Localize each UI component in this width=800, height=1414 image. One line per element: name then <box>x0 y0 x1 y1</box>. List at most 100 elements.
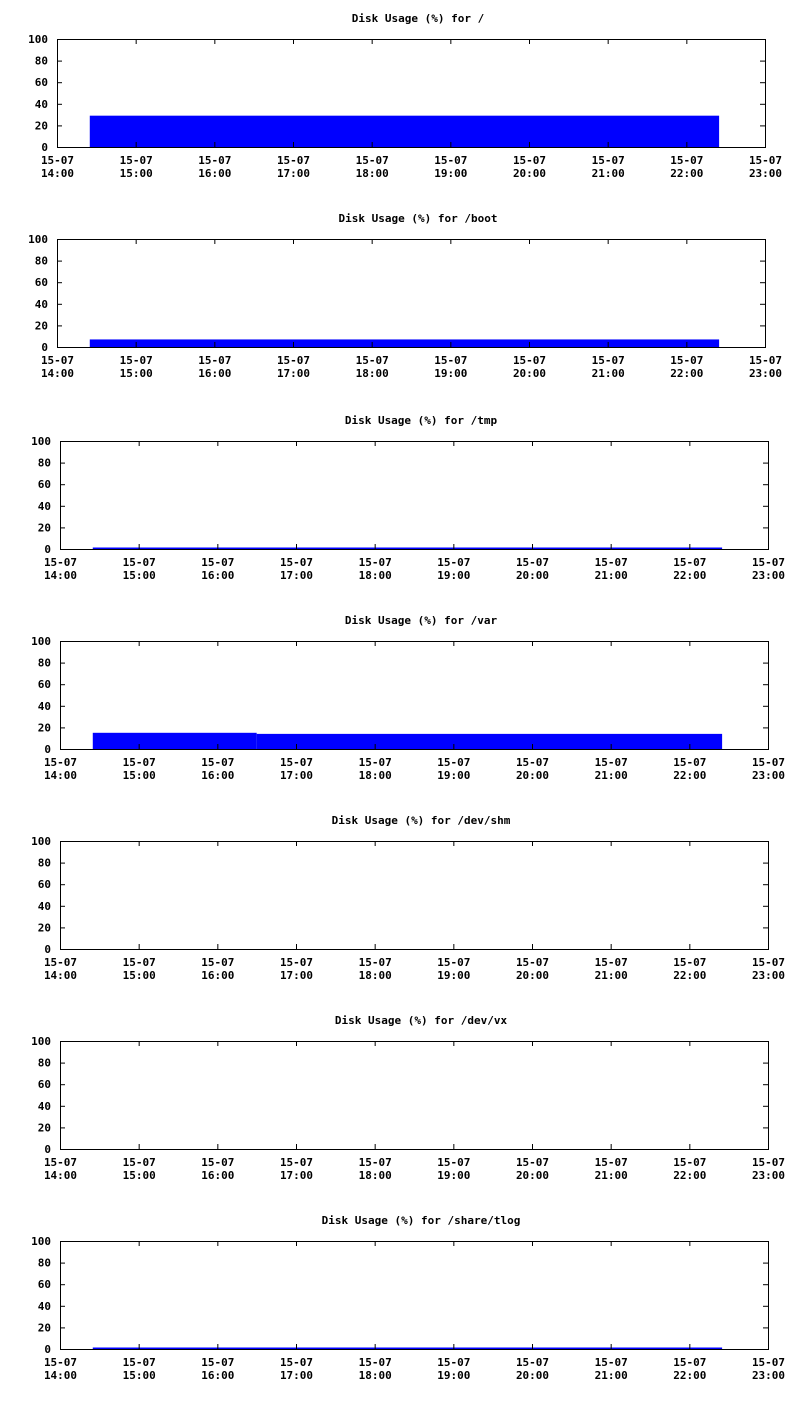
x-tick-label-time: 20:00 <box>516 1169 549 1182</box>
x-tick-label-date: 15-07 <box>120 354 153 367</box>
x-tick-label-date: 15-07 <box>277 354 310 367</box>
y-tick-label: 40 <box>38 1300 51 1313</box>
x-tick-label-date: 15-07 <box>437 756 470 769</box>
x-tick-label-date: 15-07 <box>752 556 785 569</box>
x-tick-label-date: 15-07 <box>359 1356 392 1369</box>
y-tick-label: 100 <box>28 33 48 46</box>
x-tick-label-date: 15-07 <box>44 756 77 769</box>
x-tick-label-time: 19:00 <box>437 769 470 782</box>
x-tick-label-time: 15:00 <box>123 569 156 582</box>
x-tick-label-date: 15-07 <box>201 556 234 569</box>
x-tick-label-date: 15-07 <box>516 1156 549 1169</box>
x-tick-label-time: 22:00 <box>673 1369 706 1382</box>
x-tick-label-date: 15-07 <box>752 1156 785 1169</box>
y-tick-label: 0 <box>44 743 51 756</box>
x-tick-label-date: 15-07 <box>201 1156 234 1169</box>
x-tick-label-date: 15-07 <box>437 956 470 969</box>
x-tick-label-date: 15-07 <box>44 556 77 569</box>
x-tick-label-time: 17:00 <box>280 569 313 582</box>
x-tick-label-date: 15-07 <box>41 154 74 167</box>
x-tick-label-date: 15-07 <box>670 354 703 367</box>
y-tick-label: 60 <box>38 678 51 691</box>
x-tick-label-date: 15-07 <box>516 756 549 769</box>
chart-panel: Disk Usage (%) for /boot 0 20 40 60 80 100 15-0… <box>0 200 800 400</box>
x-tick-label-date: 15-07 <box>201 1356 234 1369</box>
x-tick-label-date: 15-07 <box>673 556 706 569</box>
x-tick-label-date: 15-07 <box>44 1156 77 1169</box>
chart-svg: Disk Usage (%) for /dev/shm 0 20 40 60 80 100 1… <box>31 814 785 982</box>
x-tick-label-time: 16:00 <box>201 769 234 782</box>
y-tick-label: 100 <box>31 1235 51 1248</box>
x-tick-label-time: 20:00 <box>513 367 546 380</box>
x-tick-label-time: 22:00 <box>673 769 706 782</box>
x-tick-label-date: 15-07 <box>673 1356 706 1369</box>
y-tick-label: 100 <box>28 233 48 246</box>
x-tick-label-date: 15-07 <box>123 1156 156 1169</box>
x-tick-label-date: 15-07 <box>752 956 785 969</box>
x-tick-label-time: 16:00 <box>201 1169 234 1182</box>
x-tick-label-date: 15-07 <box>123 1356 156 1369</box>
x-tick-label-time: 21:00 <box>595 969 628 982</box>
x-tick-label-date: 15-07 <box>277 154 310 167</box>
x-tick-label-date: 15-07 <box>41 354 74 367</box>
x-tick-label-time: 23:00 <box>752 1169 785 1182</box>
x-tick-label-time: 19:00 <box>437 1169 470 1182</box>
x-tick-label-date: 15-07 <box>123 756 156 769</box>
x-tick-label-time: 15:00 <box>120 167 153 180</box>
x-tick-label-time: 21:00 <box>595 569 628 582</box>
chart-svg: Disk Usage (%) for /boot 0 20 40 60 80 100 15-0… <box>28 212 782 380</box>
chart-panel: Disk Usage (%) for /dev/vx 0 20 40 60 80 100 15… <box>0 1002 800 1202</box>
x-tick-label-date: 15-07 <box>749 154 782 167</box>
usage-bar <box>89 115 720 147</box>
x-tick-label-time: 22:00 <box>673 969 706 982</box>
x-tick-label-date: 15-07 <box>513 354 546 367</box>
x-tick-label-date: 15-07 <box>434 154 467 167</box>
x-tick-label-date: 15-07 <box>673 956 706 969</box>
usage-bar <box>92 1347 723 1349</box>
y-tick-label: 80 <box>35 255 48 268</box>
chart-panel: Disk Usage (%) for /dev/shm 0 20 40 60 80 100 1… <box>0 802 800 1002</box>
x-tick-label-date: 15-07 <box>359 1156 392 1169</box>
x-tick-label-time: 19:00 <box>437 1369 470 1382</box>
x-tick-label-date: 15-07 <box>280 1156 313 1169</box>
y-tick-label: 100 <box>31 435 51 448</box>
x-tick-label-time: 22:00 <box>670 367 703 380</box>
x-tick-label-time: 14:00 <box>44 569 77 582</box>
x-tick-label-time: 20:00 <box>516 1369 549 1382</box>
x-tick-label-date: 15-07 <box>123 556 156 569</box>
y-tick-label: 60 <box>35 276 48 289</box>
y-tick-label: 100 <box>31 635 51 648</box>
plot-frame <box>57 39 766 148</box>
x-tick-label-date: 15-07 <box>434 354 467 367</box>
x-tick-label-time: 17:00 <box>280 769 313 782</box>
x-tick-label-date: 15-07 <box>280 956 313 969</box>
x-tick-label-date: 15-07 <box>359 556 392 569</box>
x-tick-label-time: 22:00 <box>673 1169 706 1182</box>
x-tick-label-time: 14:00 <box>44 969 77 982</box>
x-tick-label-date: 15-07 <box>359 756 392 769</box>
y-tick-label: 60 <box>38 1078 51 1091</box>
x-tick-label-date: 15-07 <box>749 354 782 367</box>
x-tick-label-time: 14:00 <box>41 367 74 380</box>
chart-title: Disk Usage (%) for /share/tlog <box>322 1214 521 1227</box>
plot-frame <box>60 841 769 950</box>
y-tick-label: 40 <box>38 1100 51 1113</box>
y-tick-label: 0 <box>44 943 51 956</box>
x-tick-label-time: 17:00 <box>280 1169 313 1182</box>
y-tick-label: 20 <box>38 521 51 534</box>
y-tick-label: 60 <box>38 878 51 891</box>
x-tick-label-time: 23:00 <box>752 769 785 782</box>
plot-frame <box>60 1241 769 1350</box>
x-tick-label-date: 15-07 <box>595 1356 628 1369</box>
x-tick-label-time: 17:00 <box>277 167 310 180</box>
chart-panel: Disk Usage (%) for /var 0 20 40 60 80 100 15-07… <box>0 602 800 802</box>
x-tick-label-date: 15-07 <box>437 1356 470 1369</box>
y-tick-label: 0 <box>44 1143 51 1156</box>
usage-bar <box>92 732 257 749</box>
y-tick-label: 100 <box>31 1035 51 1048</box>
chart-svg: Disk Usage (%) for /dev/vx 0 20 40 60 80 100 15… <box>31 1014 785 1182</box>
y-tick-label: 80 <box>35 55 48 68</box>
x-tick-label-time: 20:00 <box>516 969 549 982</box>
x-tick-label-time: 19:00 <box>437 569 470 582</box>
